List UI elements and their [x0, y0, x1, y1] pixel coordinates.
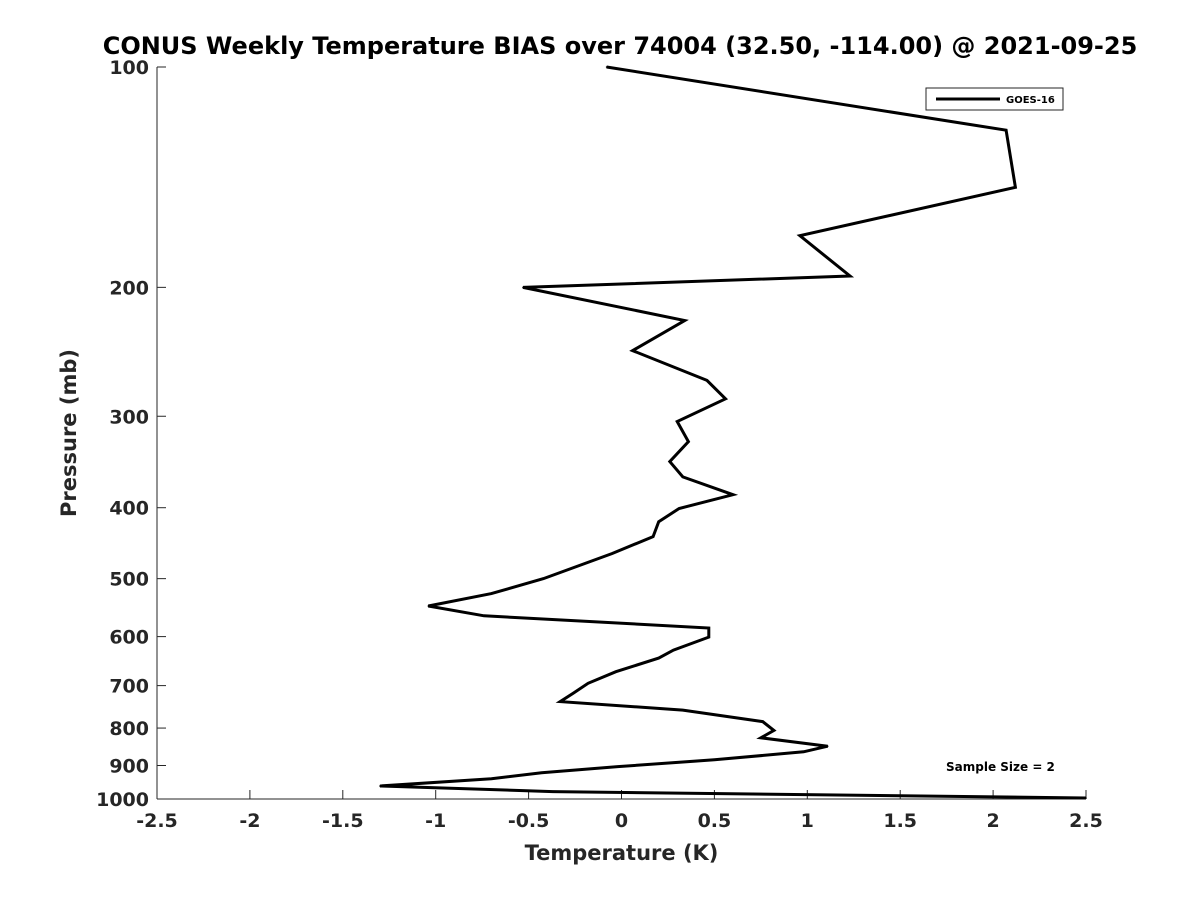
- data-point: [427, 605, 430, 607]
- data-point: [683, 319, 686, 322]
- y-tick-label: 900: [109, 756, 149, 778]
- x-tick-label: 0: [615, 810, 628, 832]
- y-axis-ticks: 100 200 300 400 500 600 700 800 900 1000: [96, 57, 166, 811]
- data-point: [849, 275, 851, 277]
- data-point: [1085, 797, 1087, 799]
- data-point: [605, 66, 608, 68]
- y-tick-label: 200: [109, 277, 149, 299]
- x-tick-label: -2.5: [136, 810, 178, 832]
- data-point: [826, 745, 829, 747]
- series-points: [379, 66, 1087, 799]
- x-tick-label: 2.5: [1069, 810, 1103, 832]
- data-point: [490, 592, 493, 595]
- data-point: [682, 709, 684, 711]
- data-point: [687, 440, 690, 443]
- data-point: [1014, 186, 1017, 189]
- sample-size-annotation: Sample Size = 2: [946, 760, 1055, 774]
- y-tick-label: 500: [109, 569, 149, 591]
- data-point: [611, 552, 613, 555]
- chart-title: CONUS Weekly Temperature BIAS over 74004…: [103, 32, 1138, 60]
- data-point: [657, 520, 660, 523]
- x-tick-label: 1: [801, 810, 814, 832]
- data-point: [542, 577, 545, 580]
- data-point: [631, 349, 634, 352]
- legend-entry-label: GOES-16: [1006, 95, 1055, 106]
- x-tick-label: 2: [986, 810, 999, 832]
- x-axis-ticks: -2.5 -2 -1.5 -1 -0.5 0 0.5 1 1.5 2 2.5: [136, 790, 1103, 832]
- data-point: [708, 627, 710, 629]
- data-point: [708, 636, 710, 638]
- data-point: [732, 493, 734, 496]
- data-point: [587, 682, 589, 685]
- x-tick-label: 0.5: [698, 810, 732, 832]
- y-tick-label: 700: [109, 676, 149, 698]
- data-point: [802, 751, 805, 753]
- plot-area: -2.5 -2 -1.5 -1 -0.5 0 0.5 1 1.5 2 2.5 100 200 300 40…: [96, 57, 1103, 832]
- legend: GOES-16: [925, 87, 1064, 111]
- y-tick-label: 800: [109, 718, 149, 740]
- data-point: [657, 657, 660, 659]
- y-tick-label: 100: [109, 57, 149, 79]
- data-point: [483, 615, 485, 617]
- y-tick-label: 1000: [96, 789, 149, 811]
- data-point: [669, 460, 671, 463]
- data-point: [490, 777, 493, 780]
- data-point: [559, 700, 561, 703]
- x-axis-label: Temperature (K): [525, 841, 719, 865]
- data-point: [522, 286, 524, 289]
- x-tick-label: 1.5: [883, 810, 917, 832]
- data-point: [761, 720, 764, 723]
- data-point: [379, 785, 381, 787]
- y-tick-label: 300: [109, 406, 149, 428]
- data-point: [706, 379, 708, 382]
- data-point: [724, 398, 727, 400]
- data-point: [1005, 129, 1007, 131]
- y-tick-label: 600: [109, 627, 149, 649]
- x-tick-label: -0.5: [508, 810, 550, 832]
- data-point: [540, 772, 543, 774]
- data-point: [713, 759, 716, 761]
- y-tick-label: 400: [109, 498, 149, 520]
- data-point: [652, 535, 654, 538]
- data-point: [676, 420, 678, 423]
- data-point: [799, 234, 801, 237]
- data-point: [672, 649, 675, 651]
- data-point: [572, 692, 574, 694]
- y-axis-label: Pressure (mb): [57, 349, 81, 517]
- x-tick-label: -2: [239, 810, 260, 832]
- data-point: [615, 670, 617, 673]
- data-point: [773, 729, 775, 732]
- data-point: [760, 737, 762, 739]
- data-point: [682, 476, 684, 478]
- data-point: [552, 790, 554, 793]
- data-point: [617, 765, 619, 768]
- x-tick-label: -1.5: [322, 810, 364, 832]
- series-line-goes16: [379, 65, 1087, 800]
- x-tick-label: -1: [425, 810, 446, 832]
- data-point: [678, 507, 680, 510]
